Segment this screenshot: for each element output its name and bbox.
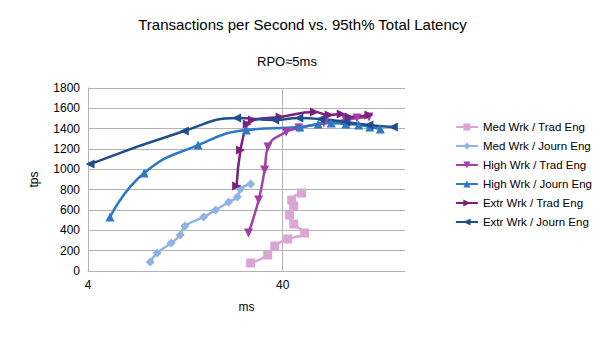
svg-text:Med Wrk / Journ Eng: Med Wrk / Journ Eng — [483, 140, 591, 152]
svg-text:1600: 1600 — [53, 101, 80, 115]
svg-text:ms: ms — [239, 300, 255, 314]
svg-text:1800: 1800 — [53, 81, 80, 95]
svg-text:4: 4 — [85, 278, 92, 292]
svg-text:400: 400 — [60, 223, 80, 237]
svg-text:200: 200 — [60, 244, 80, 258]
svg-text:High Wrk / Trad Eng: High Wrk / Trad Eng — [483, 159, 586, 171]
svg-text:800: 800 — [60, 183, 80, 197]
svg-text:Extr Wrk / Trad Eng: Extr Wrk / Trad Eng — [483, 197, 583, 209]
svg-text:0: 0 — [73, 264, 80, 278]
svg-text:High Wrk / Journ Eng: High Wrk / Journ Eng — [483, 178, 592, 190]
svg-text:40: 40 — [276, 278, 290, 292]
svg-text:Extr Wrk / Journ Eng: Extr Wrk / Journ Eng — [483, 216, 589, 228]
svg-text:Med Wrk / Trad Eng: Med Wrk / Trad Eng — [483, 121, 585, 133]
svg-text:RPO≈5ms: RPO≈5ms — [257, 54, 317, 69]
svg-text:tps: tps — [27, 171, 41, 187]
svg-text:Transactions per Second vs. 95: Transactions per Second vs. 95th% Total … — [138, 16, 467, 33]
svg-text:1400: 1400 — [53, 122, 80, 136]
svg-text:600: 600 — [60, 203, 80, 217]
svg-text:1000: 1000 — [53, 162, 80, 176]
svg-text:1200: 1200 — [53, 142, 80, 156]
